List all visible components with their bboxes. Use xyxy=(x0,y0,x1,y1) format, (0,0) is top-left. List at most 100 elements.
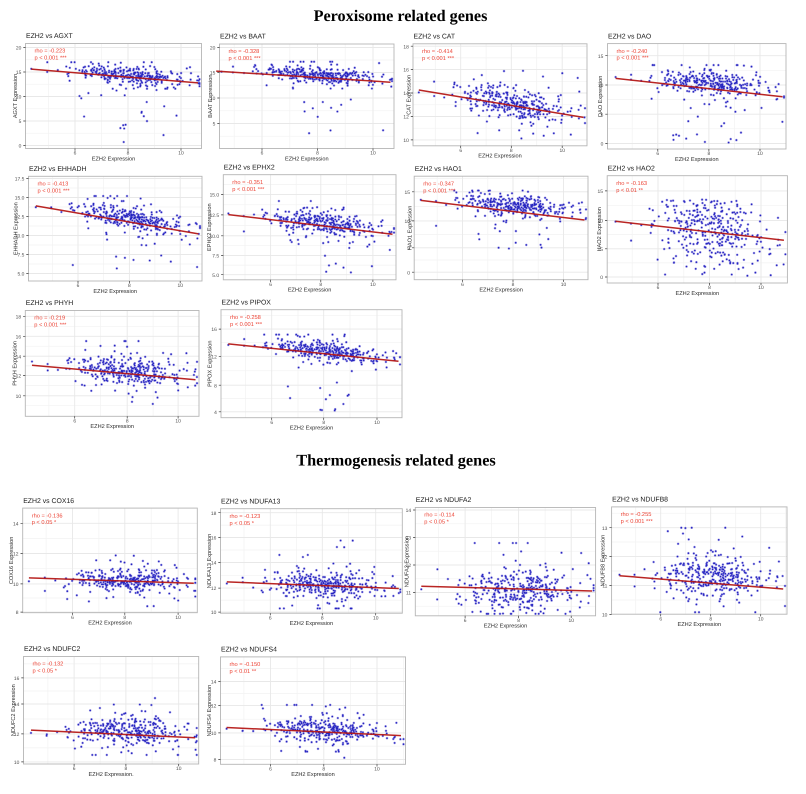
svg-text:p < 0.05 *: p < 0.05 * xyxy=(32,520,57,526)
svg-text:16: 16 xyxy=(16,334,22,340)
svg-text:10: 10 xyxy=(374,420,380,426)
svg-text:8: 8 xyxy=(708,151,711,157)
svg-text:5: 5 xyxy=(407,246,410,252)
svg-text:10: 10 xyxy=(559,148,565,154)
svg-text:rho = -0.136: rho = -0.136 xyxy=(32,512,63,519)
svg-text:10: 10 xyxy=(370,282,376,288)
svg-text:EZH2 Expression: EZH2 Expression xyxy=(676,290,720,297)
svg-text:rho = -0.132: rho = -0.132 xyxy=(33,661,64,668)
svg-text:8: 8 xyxy=(214,383,217,389)
svg-text:0: 0 xyxy=(407,270,410,276)
svg-text:20: 20 xyxy=(210,46,216,52)
svg-text:13: 13 xyxy=(406,536,412,542)
svg-text:p < 0.001 ***: p < 0.001 *** xyxy=(422,56,455,62)
svg-text:p < 0.001 ***: p < 0.001 *** xyxy=(230,322,263,328)
svg-text:6: 6 xyxy=(73,419,76,425)
svg-text:EZH2 vs NDUFA13: EZH2 vs NDUFA13 xyxy=(221,498,281,505)
svg-text:8: 8 xyxy=(127,151,130,157)
svg-text:15: 15 xyxy=(598,189,604,195)
svg-text:rho = -0.255: rho = -0.255 xyxy=(621,511,652,518)
svg-text:12.5: 12.5 xyxy=(15,215,25,221)
svg-text:14: 14 xyxy=(406,508,412,514)
svg-text:10: 10 xyxy=(757,151,763,157)
svg-text:EZH2 vs NDUFB8: EZH2 vs NDUFB8 xyxy=(612,497,668,504)
svg-text:EZH2 vs DAO: EZH2 vs DAO xyxy=(608,33,652,40)
svg-text:12: 12 xyxy=(406,563,412,569)
svg-text:10: 10 xyxy=(598,83,604,89)
svg-text:10: 10 xyxy=(758,616,764,622)
svg-text:12: 12 xyxy=(16,374,22,380)
svg-text:EZH2 Expression: EZH2 Expression xyxy=(290,620,334,627)
svg-text:10: 10 xyxy=(373,615,379,621)
svg-text:6: 6 xyxy=(269,615,272,621)
svg-text:15: 15 xyxy=(405,190,411,196)
svg-text:p < 0.001 ***: p < 0.001 *** xyxy=(229,56,262,62)
svg-text:15: 15 xyxy=(598,54,604,60)
svg-text:8: 8 xyxy=(510,148,513,154)
svg-text:rho = -0.328: rho = -0.328 xyxy=(229,48,260,55)
svg-text:16: 16 xyxy=(211,327,217,333)
svg-text:EHHADH Expression: EHHADH Expression xyxy=(12,202,19,255)
svg-text:p < 0.05 *: p < 0.05 * xyxy=(33,669,58,675)
svg-text:EZH2 vs NDUFC2: EZH2 vs NDUFC2 xyxy=(24,646,80,653)
svg-text:16: 16 xyxy=(403,68,409,74)
svg-text:5: 5 xyxy=(600,247,603,253)
svg-text:HAO2 Expression: HAO2 Expression xyxy=(596,207,603,251)
svg-text:EZH2 Expression: EZH2 Expression xyxy=(88,620,132,627)
svg-text:11: 11 xyxy=(602,584,607,590)
svg-text:10: 10 xyxy=(211,731,217,737)
svg-text:10: 10 xyxy=(405,219,411,225)
svg-text:12: 12 xyxy=(211,354,217,360)
svg-text:11: 11 xyxy=(406,591,411,597)
svg-text:10: 10 xyxy=(178,151,184,157)
svg-text:10: 10 xyxy=(14,760,20,766)
svg-text:rho = -0.240: rho = -0.240 xyxy=(617,48,648,55)
svg-text:EZH2 vs COX16: EZH2 vs COX16 xyxy=(23,498,74,505)
svg-text:EZH2 vs CAT: EZH2 vs CAT xyxy=(414,34,456,41)
svg-text:10: 10 xyxy=(175,419,181,425)
svg-text:8: 8 xyxy=(322,767,325,773)
svg-text:10: 10 xyxy=(568,618,574,624)
svg-text:10: 10 xyxy=(176,766,182,772)
svg-text:EZH2 Expression: EZH2 Expression xyxy=(678,621,722,628)
svg-text:8: 8 xyxy=(16,610,19,616)
svg-text:18: 18 xyxy=(211,511,217,517)
svg-text:PIPOX Expression: PIPOX Expression xyxy=(207,341,214,387)
svg-text:p < 0.05 *: p < 0.05 * xyxy=(230,521,255,527)
svg-text:EZH2 Expression: EZH2 Expression xyxy=(291,771,335,778)
svg-text:p < 0.001 ***: p < 0.001 *** xyxy=(617,56,650,62)
svg-text:6: 6 xyxy=(656,151,659,157)
svg-text:p < 0.001 ***: p < 0.001 *** xyxy=(423,188,456,194)
svg-text:10: 10 xyxy=(210,96,216,102)
svg-text:6: 6 xyxy=(461,282,464,288)
svg-text:6: 6 xyxy=(269,282,272,288)
svg-text:6: 6 xyxy=(464,618,467,624)
svg-text:NDUFA2 Expression: NDUFA2 Expression xyxy=(404,536,411,587)
svg-text:10: 10 xyxy=(16,95,22,101)
svg-text:DAO Expression: DAO Expression xyxy=(597,76,604,117)
svg-text:rho = -0.163: rho = -0.163 xyxy=(616,180,647,187)
svg-text:8: 8 xyxy=(517,618,520,624)
svg-text:rho = -0.414: rho = -0.414 xyxy=(422,48,453,55)
svg-text:EZH2 vs PIPOX: EZH2 vs PIPOX xyxy=(222,299,272,306)
svg-text:10: 10 xyxy=(403,138,409,144)
svg-text:NDUFA13 Expression: NDUFA13 Expression xyxy=(206,534,213,588)
svg-text:16: 16 xyxy=(211,536,217,542)
svg-text:BAAT Expression: BAAT Expression xyxy=(207,75,214,118)
svg-text:14: 14 xyxy=(14,702,20,708)
svg-text:p < 0.001 ***: p < 0.001 *** xyxy=(35,56,68,62)
svg-text:p < 0.001 ***: p < 0.001 *** xyxy=(34,323,67,329)
svg-text:rho = -0.223: rho = -0.223 xyxy=(35,48,66,55)
svg-text:10: 10 xyxy=(13,582,19,588)
svg-text:10: 10 xyxy=(211,610,217,616)
svg-text:HAO1 Expression: HAO1 Expression xyxy=(406,206,413,250)
svg-text:10: 10 xyxy=(374,767,380,773)
svg-text:8: 8 xyxy=(128,283,131,289)
svg-text:EZH2 Expression: EZH2 Expression xyxy=(484,623,528,630)
svg-text:NDUFC2 Expression: NDUFC2 Expression xyxy=(10,684,17,736)
svg-text:15: 15 xyxy=(16,70,22,76)
svg-text:5.0: 5.0 xyxy=(17,272,24,278)
svg-text:14: 14 xyxy=(403,91,409,97)
svg-text:6: 6 xyxy=(71,615,74,621)
svg-text:p < 0.001 ***: p < 0.001 *** xyxy=(621,519,654,525)
